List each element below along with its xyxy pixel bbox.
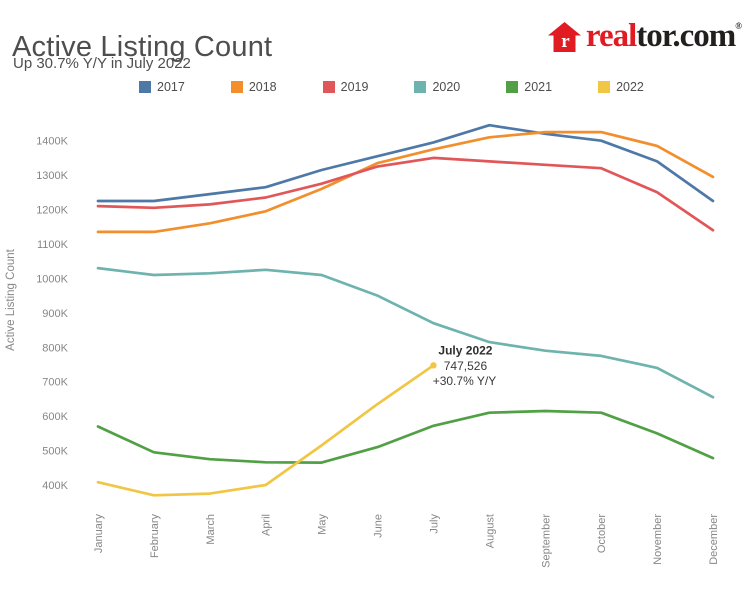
y-axis-tick-label: 800K: [42, 342, 68, 354]
legend-swatch: [414, 81, 427, 93]
legend-swatch: [139, 81, 151, 93]
y-axis-tick-label: 1300K: [36, 170, 68, 182]
y-axis-title: Active Listing Count: [5, 248, 17, 350]
y-axis-tick-label: 900K: [42, 308, 68, 320]
svg-text:r: r: [561, 31, 570, 52]
y-axis-tick-label: 500K: [42, 446, 68, 458]
legend-item-2019[interactable]: 2019: [322, 80, 369, 94]
legend-item-2022[interactable]: 2022: [598, 80, 644, 94]
legend-label: 2018: [248, 80, 277, 94]
y-axis-tick-label: 1000K: [36, 273, 68, 285]
legend-item-2021[interactable]: 2021: [506, 80, 552, 94]
legend-swatch: [506, 81, 519, 93]
legend-label: 2020: [432, 80, 461, 94]
x-axis-month-label: February: [149, 514, 161, 559]
series-line-2017[interactable]: [96, 123, 715, 203]
series-line-2020[interactable]: [96, 266, 715, 399]
y-axis-tick-label: 700K: [42, 377, 68, 389]
annotation-title: July 2022: [438, 343, 492, 357]
y-axis-tick-label: 1100K: [37, 239, 69, 251]
x-axis-month-label: August: [484, 514, 496, 548]
annotated-data-point[interactable]: [430, 362, 437, 369]
page-title: Active Listing Count: [12, 31, 273, 64]
series-line-2018[interactable]: [96, 130, 715, 234]
x-axis-month-label: December: [708, 514, 720, 565]
chart-legend: 2017 2018 2019 2020 2021 2022: [139, 80, 644, 94]
legend-swatch: [598, 81, 611, 93]
y-axis-tick-label: 600K: [42, 411, 68, 423]
legend-swatch: [230, 81, 243, 93]
series-line-2022[interactable]: [96, 363, 435, 497]
registered-trademark-icon: ®: [735, 21, 742, 31]
x-axis-month-label: March: [205, 514, 217, 545]
x-axis-month-label: November: [652, 514, 664, 565]
legend-swatch: [322, 81, 335, 93]
legend-label: 2021: [524, 80, 553, 94]
legend-item-2020[interactable]: 2020: [414, 80, 460, 94]
realtor-house-icon: r: [547, 22, 581, 52]
annotation-change: +30.7% Y/Y: [433, 374, 497, 388]
brand-logo: r real tor.com ®: [547, 18, 742, 54]
y-axis-tick-label: 1400K: [36, 136, 68, 148]
x-axis-month-label: April: [261, 514, 273, 536]
x-axis-month-label: May: [317, 514, 329, 535]
brand-text-torcom: tor.com: [636, 18, 736, 54]
legend-label: 2017: [157, 80, 185, 94]
legend-label: 2019: [340, 80, 369, 94]
y-axis-tick-label: 400K: [42, 480, 68, 492]
x-axis-month-label: July: [428, 514, 440, 534]
series-line-2021[interactable]: [96, 409, 715, 464]
annotation-value: 747,526: [444, 359, 488, 373]
x-axis-month-label: September: [540, 514, 552, 568]
x-axis-month-label: January: [93, 514, 105, 554]
legend-item-2018[interactable]: 2018: [230, 80, 277, 94]
series-line-2019[interactable]: [96, 156, 715, 232]
page-subtitle: Up 30.7% Y/Y in July 2022: [13, 55, 191, 72]
y-axis-tick-label: 1200K: [36, 205, 68, 217]
legend-item-2017[interactable]: 2017: [139, 80, 185, 94]
brand-text-real: real: [585, 18, 637, 54]
x-axis-month-label: October: [596, 514, 608, 553]
x-axis-month-label: June: [373, 514, 385, 538]
legend-label: 2022: [616, 80, 644, 94]
